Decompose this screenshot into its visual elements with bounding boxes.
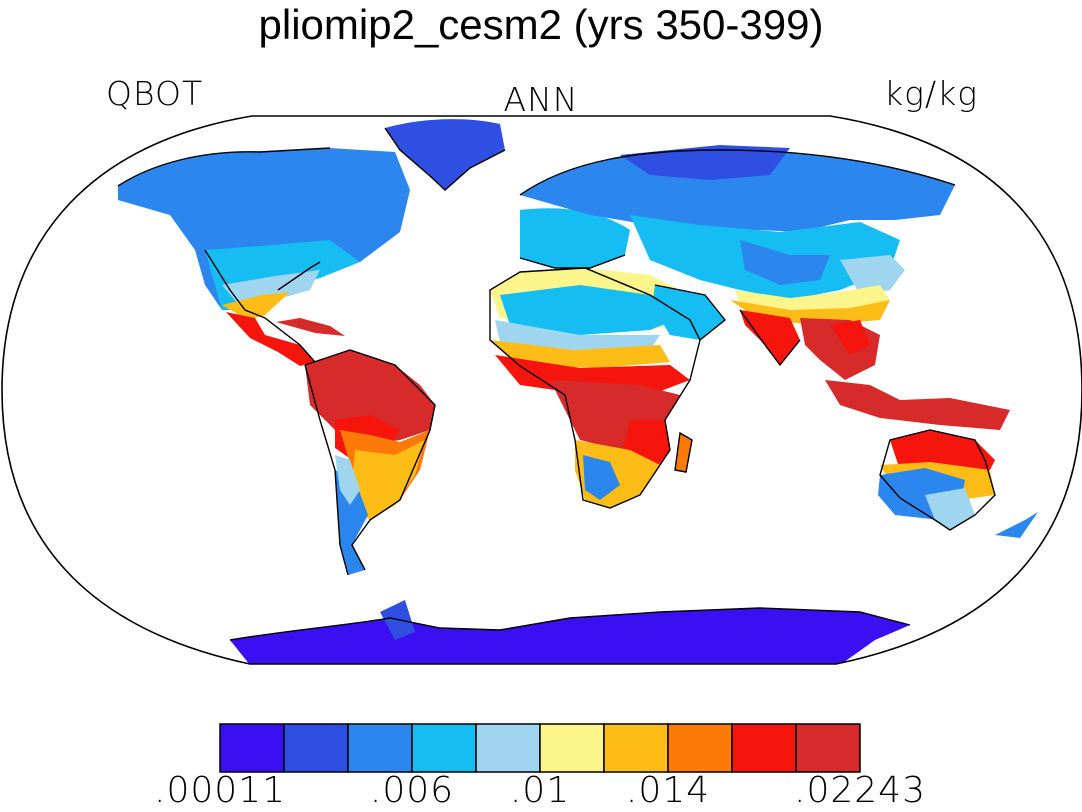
map-frame <box>1 115 1082 665</box>
new-zealand <box>995 512 1038 538</box>
sahel-warm <box>490 340 670 368</box>
colorbar-swatch <box>219 723 285 773</box>
colorbar-tick-label: .014 <box>625 770 711 811</box>
colorbar-tick-label: .02243 <box>794 770 926 811</box>
map-title: pliomip2_cesm2 (yrs 350-399) <box>258 1 824 48</box>
europe <box>520 208 630 268</box>
colorbar-tick-label: .006 <box>369 770 455 811</box>
units-label: kg/kg <box>884 74 978 113</box>
himalaya-yellow <box>735 285 890 310</box>
colorbar-swatch <box>411 723 477 773</box>
colorbar-tick-label: .01 <box>509 770 571 811</box>
colorbar-swatch <box>475 723 541 773</box>
colorbar-swatch <box>283 723 349 773</box>
season-label: ANN <box>503 80 579 119</box>
west-africa <box>495 355 690 395</box>
south-america-amber <box>350 440 425 520</box>
colorbar-swatch <box>539 723 605 773</box>
sahara <box>500 285 688 335</box>
indochina-red <box>830 320 870 355</box>
central-america <box>226 312 315 366</box>
colorbar-swatch <box>795 723 861 773</box>
tibet <box>740 240 830 285</box>
greenland <box>385 119 505 190</box>
sahel-light <box>495 320 660 350</box>
colorbar-tick-label: .00011 <box>154 770 286 811</box>
indonesia <box>825 380 1010 430</box>
colorbar-swatch <box>603 723 669 773</box>
eurasia-north <box>520 150 955 232</box>
australia-south <box>925 488 975 530</box>
patagonia <box>335 470 368 575</box>
arabia <box>652 285 725 340</box>
gulf-coast-warm <box>222 292 290 320</box>
colorbar-swatch <box>347 723 413 773</box>
southern-africa-cool <box>583 455 620 500</box>
variable-label: QBOT <box>106 74 204 113</box>
caribbean <box>276 318 345 336</box>
north-america-cold <box>118 148 410 310</box>
colorbar-swatch <box>667 723 733 773</box>
colorbar-swatch <box>731 723 797 773</box>
east-asia-light <box>840 255 905 295</box>
andes-light <box>335 455 360 505</box>
siberia-cold <box>620 145 790 180</box>
india <box>740 310 800 365</box>
